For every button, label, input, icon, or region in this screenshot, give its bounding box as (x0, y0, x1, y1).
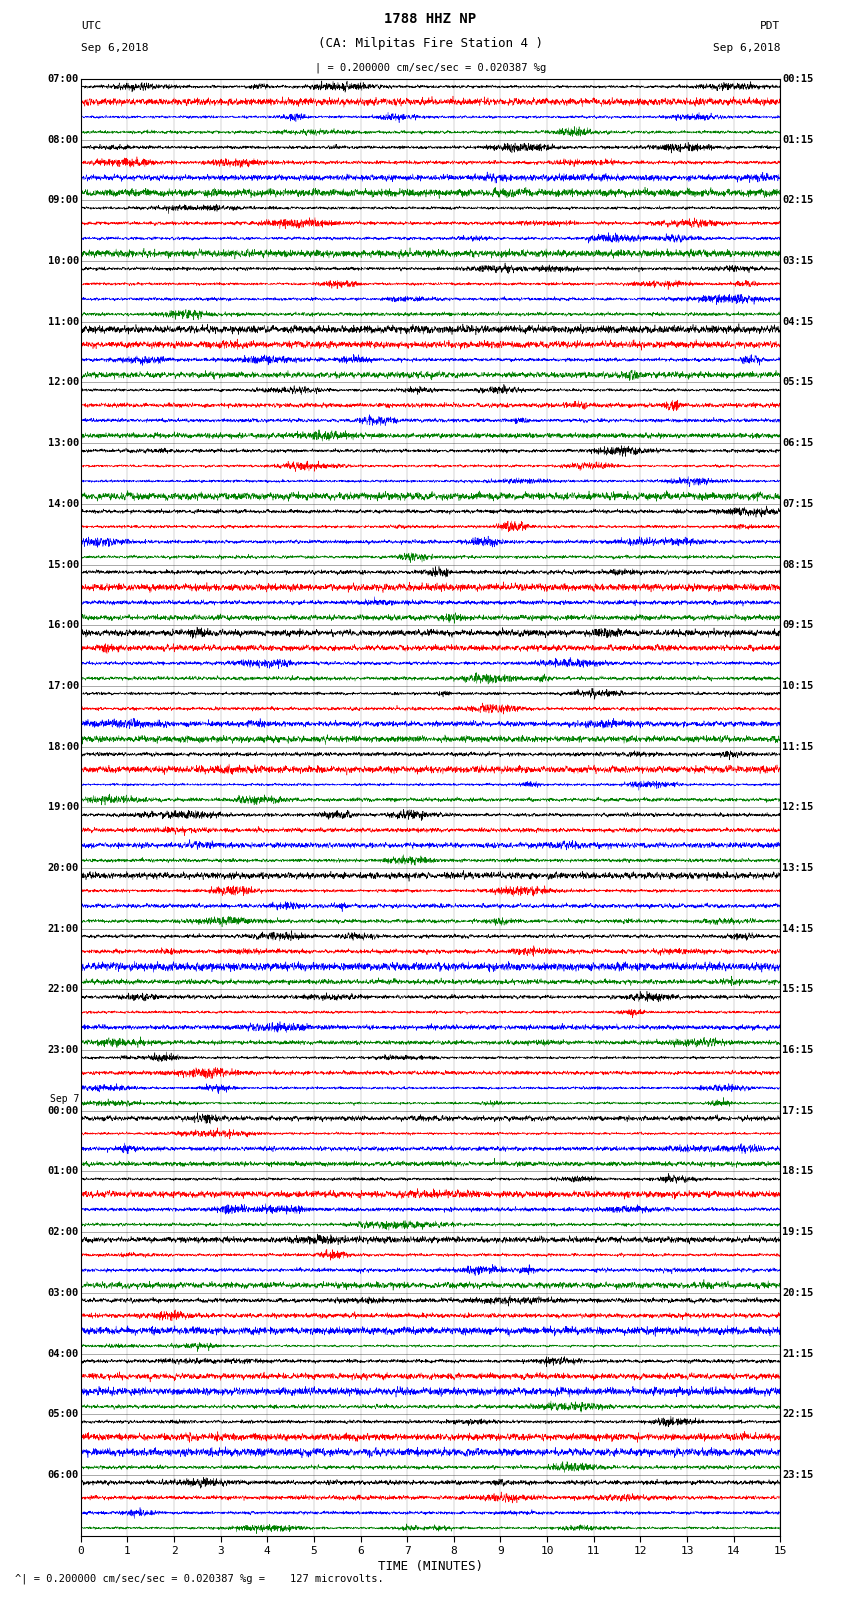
Text: 05:15: 05:15 (782, 377, 813, 387)
Text: 02:00: 02:00 (48, 1227, 79, 1237)
Text: ^| = 0.200000 cm/sec/sec = 0.020387 %g =    127 microvolts.: ^| = 0.200000 cm/sec/sec = 0.020387 %g =… (15, 1573, 384, 1584)
Text: 21:15: 21:15 (782, 1348, 813, 1358)
Text: 04:15: 04:15 (782, 316, 813, 327)
Text: 21:00: 21:00 (48, 924, 79, 934)
Text: 08:15: 08:15 (782, 560, 813, 569)
Text: 14:15: 14:15 (782, 924, 813, 934)
Text: 03:00: 03:00 (48, 1287, 79, 1298)
Text: 17:00: 17:00 (48, 681, 79, 690)
Text: 12:00: 12:00 (48, 377, 79, 387)
Text: 01:15: 01:15 (782, 135, 813, 145)
Text: 19:00: 19:00 (48, 802, 79, 813)
Text: 01:00: 01:00 (48, 1166, 79, 1176)
Text: 06:15: 06:15 (782, 439, 813, 448)
Text: 13:00: 13:00 (48, 439, 79, 448)
Text: 16:00: 16:00 (48, 621, 79, 631)
Text: 03:15: 03:15 (782, 256, 813, 266)
Text: 23:15: 23:15 (782, 1469, 813, 1479)
Text: 13:15: 13:15 (782, 863, 813, 873)
Text: 22:00: 22:00 (48, 984, 79, 994)
Text: 04:00: 04:00 (48, 1348, 79, 1358)
Text: UTC: UTC (81, 21, 101, 31)
Text: 00:15: 00:15 (782, 74, 813, 84)
Text: 10:00: 10:00 (48, 256, 79, 266)
Text: 18:00: 18:00 (48, 742, 79, 752)
Text: 02:15: 02:15 (782, 195, 813, 205)
Text: 16:15: 16:15 (782, 1045, 813, 1055)
Text: 15:15: 15:15 (782, 984, 813, 994)
Text: 20:15: 20:15 (782, 1287, 813, 1298)
Text: 07:00: 07:00 (48, 74, 79, 84)
Text: 18:15: 18:15 (782, 1166, 813, 1176)
Text: | = 0.200000 cm/sec/sec = 0.020387 %g: | = 0.200000 cm/sec/sec = 0.020387 %g (314, 61, 547, 73)
Text: 1788 HHZ NP: 1788 HHZ NP (384, 11, 477, 26)
Text: 19:15: 19:15 (782, 1227, 813, 1237)
Text: 09:00: 09:00 (48, 195, 79, 205)
Text: Sep 6,2018: Sep 6,2018 (81, 44, 148, 53)
Text: 07:15: 07:15 (782, 498, 813, 508)
Text: 06:00: 06:00 (48, 1469, 79, 1479)
Text: 22:15: 22:15 (782, 1410, 813, 1419)
Text: Sep 7: Sep 7 (49, 1094, 79, 1105)
Text: 09:15: 09:15 (782, 621, 813, 631)
Text: 23:00: 23:00 (48, 1045, 79, 1055)
Text: 10:15: 10:15 (782, 681, 813, 690)
Text: 15:00: 15:00 (48, 560, 79, 569)
Text: 14:00: 14:00 (48, 498, 79, 508)
Text: (CA: Milpitas Fire Station 4 ): (CA: Milpitas Fire Station 4 ) (318, 37, 543, 50)
Text: 11:15: 11:15 (782, 742, 813, 752)
Text: 08:00: 08:00 (48, 135, 79, 145)
Text: 05:00: 05:00 (48, 1410, 79, 1419)
Text: Sep 6,2018: Sep 6,2018 (713, 44, 780, 53)
Text: PDT: PDT (760, 21, 780, 31)
Text: 00:00: 00:00 (48, 1107, 79, 1116)
Text: 12:15: 12:15 (782, 802, 813, 813)
X-axis label: TIME (MINUTES): TIME (MINUTES) (378, 1560, 483, 1573)
Text: 11:00: 11:00 (48, 316, 79, 327)
Text: 20:00: 20:00 (48, 863, 79, 873)
Text: 17:15: 17:15 (782, 1107, 813, 1116)
